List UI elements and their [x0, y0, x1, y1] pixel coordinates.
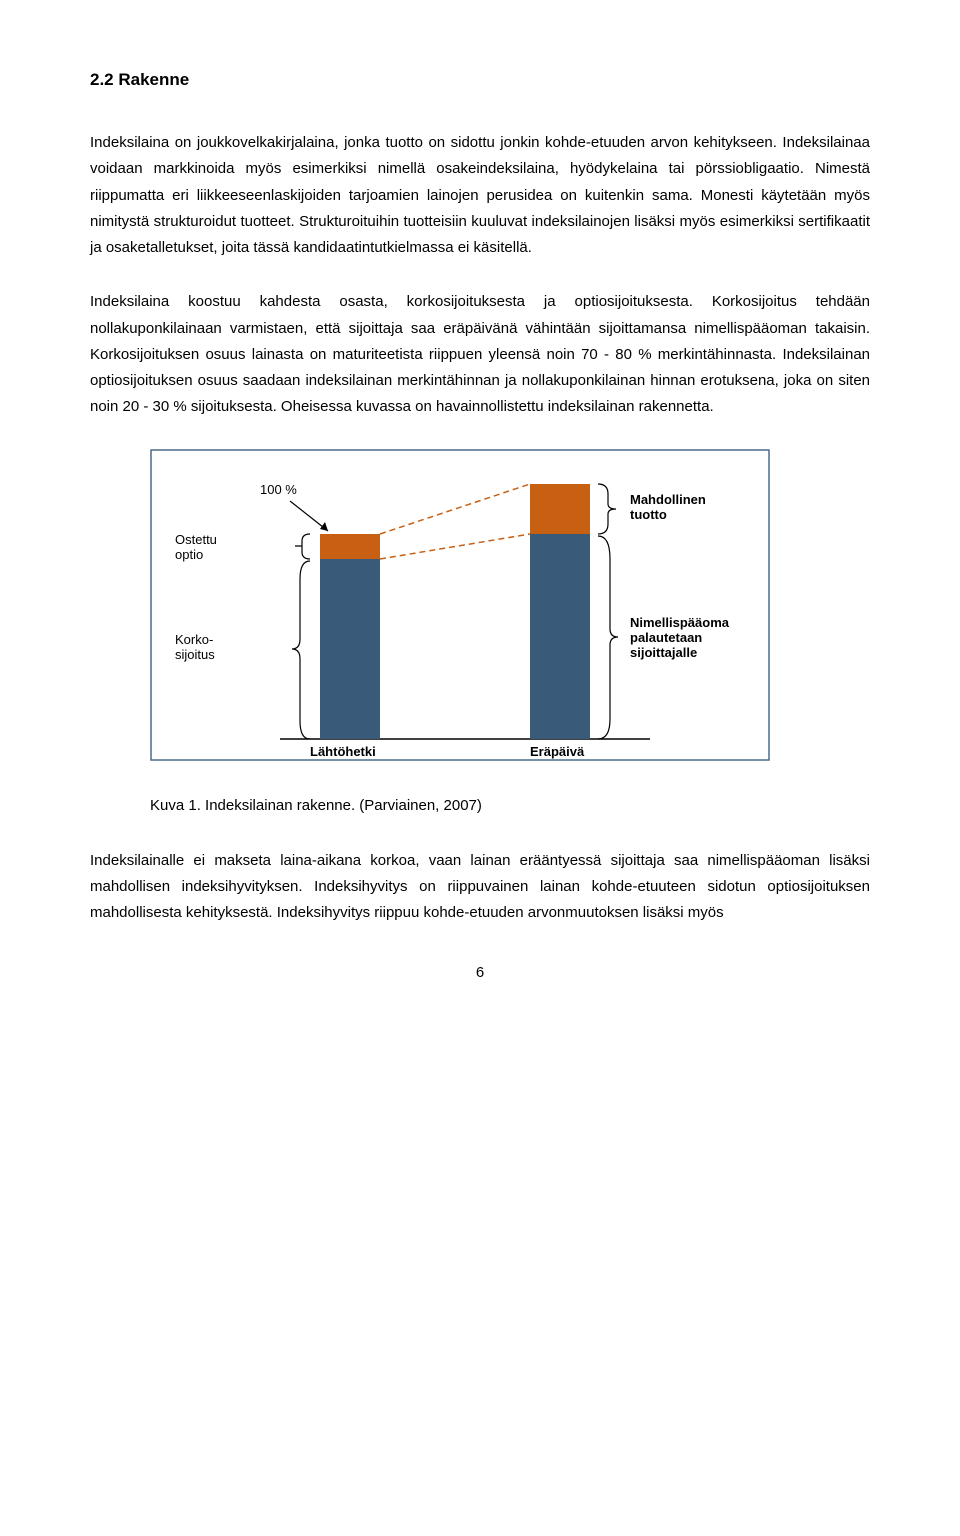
- label-ostettu-2: optio: [175, 547, 203, 562]
- bar1-orange: [320, 534, 380, 559]
- label-100pct: 100 %: [260, 482, 297, 497]
- dash-bottom: [380, 534, 530, 559]
- section-heading: 2.2 Rakenne: [90, 70, 870, 90]
- label-nimell-2: palautetaan: [630, 630, 702, 645]
- label-korko-2: sijoitus: [175, 647, 215, 662]
- bar1-blue: [320, 559, 380, 739]
- label-nimell-3: sijoittajalle: [630, 645, 697, 660]
- label-ostettu-1: Ostettu: [175, 532, 217, 547]
- paragraph-1: Indeksilaina on joukkovelkakirjalaina, j…: [90, 130, 870, 261]
- bracket-korko: [292, 561, 310, 739]
- paragraph-3: Indeksilainalle ei makseta laina-aikana …: [90, 848, 870, 927]
- paragraph-2: Indeksilaina koostuu kahdesta osasta, ko…: [90, 289, 870, 420]
- label-nimell-1: Nimellispääoma: [630, 615, 730, 630]
- bracket-mahd: [598, 484, 616, 534]
- figure-caption: Kuva 1. Indeksilainan rakenne. (Parviain…: [150, 797, 870, 814]
- index-loan-structure-diagram: 100 % Ostettu optio Korko- sijoitus Mahd…: [150, 449, 770, 789]
- bar2-orange: [530, 484, 590, 534]
- arrow-100-head: [320, 522, 328, 531]
- label-mahd-2: tuotto: [630, 507, 667, 522]
- bracket-optio: [295, 534, 310, 559]
- bar2-blue: [530, 534, 590, 739]
- dash-top: [380, 484, 530, 534]
- xaxis-start: Lähtöhetki: [310, 744, 376, 759]
- label-korko-1: Korko-: [175, 632, 213, 647]
- label-mahd-1: Mahdollinen: [630, 492, 706, 507]
- page-number: 6: [90, 964, 870, 981]
- xaxis-end: Eräpäivä: [530, 744, 585, 759]
- bracket-nimell: [598, 536, 618, 739]
- figure-container: 100 % Ostettu optio Korko- sijoitus Mahd…: [150, 449, 870, 789]
